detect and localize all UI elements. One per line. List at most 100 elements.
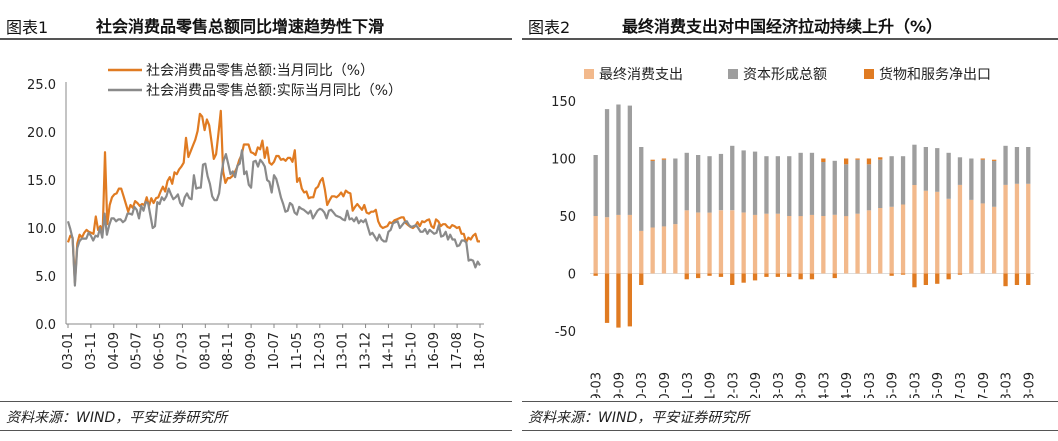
right-bar-segment-3 <box>764 273 769 277</box>
right-bar-segment-3 <box>730 273 735 285</box>
right-x-tick-label: 10-03 <box>635 372 650 398</box>
right-bar-segment-1 <box>775 213 780 274</box>
right-bar-segment-1 <box>627 214 632 274</box>
right-bar-segment-2 <box>775 156 780 214</box>
right-bar-segment-1 <box>707 212 712 274</box>
right-x-tick-label: 11-03 <box>681 372 696 398</box>
right-bar-segment-2 <box>821 162 826 216</box>
right-bar-segment-1 <box>946 198 951 274</box>
right-bar-segment-2 <box>889 156 894 207</box>
right-bar-segment-2 <box>627 105 632 215</box>
right-figure-title: 最终消费支出对中国经济拉动持续上升（%） <box>622 17 943 36</box>
right-bar-segment-2 <box>1003 145 1008 185</box>
right-bar-segment-1 <box>730 210 735 274</box>
right-bar-segment-2 <box>752 151 758 215</box>
right-bar-segment-2 <box>787 156 792 216</box>
right-bar-segment-3 <box>844 158 849 165</box>
right-figure-label: 图表2 <box>528 18 571 37</box>
left-x-tick-label: 13-12 <box>359 332 374 370</box>
left-x-tick-label: 08-11 <box>221 332 236 370</box>
right-bar-segment-1 <box>650 227 655 274</box>
right-bar-segment-2 <box>661 159 667 227</box>
left-y-tick-label: 10.0 <box>27 222 56 237</box>
right-x-tick-label: 10-09 <box>658 372 673 398</box>
right-bar-segment-1 <box>844 216 849 274</box>
right-x-tick-label: 09-03 <box>590 372 605 398</box>
right-legend-swatch-3 <box>864 69 874 79</box>
right-y-tick-label: 0 <box>568 268 576 283</box>
right-bar-segment-3 <box>923 273 928 285</box>
right-bar-segment-3 <box>855 158 860 160</box>
right-bar-segment-1 <box>809 214 815 274</box>
right-bar-segment-2 <box>923 147 928 191</box>
right-bar-segment-3 <box>650 159 655 161</box>
right-bar-segment-2 <box>798 152 803 217</box>
left-x-tick-label: 18-07 <box>473 332 488 370</box>
right-bar-segment-3 <box>832 273 837 279</box>
right-y-tick-label: -50 <box>555 325 576 340</box>
right-bar-segment-2 <box>696 155 701 213</box>
right-x-tick-label: 09-09 <box>612 372 627 398</box>
right-y-tick-label: 100 <box>551 153 576 168</box>
right-bar-segment-3 <box>787 273 792 277</box>
right-bar-segment-1 <box>935 191 940 274</box>
right-bar-segment-3 <box>878 157 883 160</box>
right-bar-segment-2 <box>616 104 621 215</box>
right-bar-segment-2 <box>946 152 951 199</box>
right-bar-segment-3 <box>912 273 917 288</box>
right-bar-segment-2 <box>878 159 883 208</box>
right-x-tick-label: 17-09 <box>977 372 992 398</box>
right-legend-label-1: 最终消费支出 <box>599 67 683 83</box>
right-x-tick-label: 15-09 <box>886 372 901 398</box>
left-figure-title: 社会消费品零售总额同比增速趋势性下滑 <box>96 17 385 36</box>
right-bar-segment-1 <box>821 216 826 274</box>
right-bar-segment-1 <box>787 216 792 274</box>
left-legend-label-2: 社会消费品零售总额:实际当月同比（%） <box>146 83 402 99</box>
right-bar-segment-1 <box>661 226 667 274</box>
right-x-tick-label: 14-09 <box>840 372 855 398</box>
right-source-text: 资料来源：WIND，平安证券研究所 <box>528 410 750 426</box>
right-bar-segment-3 <box>900 273 906 275</box>
right-bar-segment-1 <box>684 210 689 274</box>
left-x-tick-label: 12-03 <box>313 332 328 370</box>
right-bar-segment-1 <box>764 213 769 274</box>
right-title-bar: 图表2 最终消费支出对中国经济拉动持续上升（%） <box>522 8 1058 40</box>
left-x-tick-label: 06-05 <box>153 332 168 370</box>
right-x-tick-label: 18-09 <box>1022 372 1037 398</box>
right-source-bar: 资料来源：WIND，平安证券研究所 <box>522 401 1058 431</box>
right-legend-label-2: 资本形成总额 <box>743 67 827 83</box>
right-bar-segment-2 <box>639 147 644 231</box>
panel-right: 图表2 最终消费支出对中国经济拉动持续上升（%） -50 0 50 100 150 09… <box>522 0 1058 441</box>
right-bar-segment-3 <box>741 273 746 283</box>
right-bar-segment-3 <box>935 273 940 284</box>
right-bar-segment-2 <box>593 155 598 216</box>
left-x-tick-label: 05-07 <box>130 332 145 370</box>
right-bar-segment-2 <box>809 152 815 215</box>
left-y-tick-label: 15.0 <box>27 174 56 189</box>
right-bar-segment-3 <box>980 158 985 160</box>
left-x-tick-label: 09-09 <box>244 332 259 370</box>
right-x-tick-label: 14-03 <box>817 372 832 398</box>
left-title-bar: 图表1 社会消费品零售总额同比增速趋势性下滑 <box>0 8 512 40</box>
left-line-chart: 0.0 5.0 10.0 15.0 20.0 25.0 03-01 03-11 04-09 05… <box>27 63 488 370</box>
right-bar-segment-3 <box>718 273 724 277</box>
right-bar-segment-1 <box>923 190 928 274</box>
left-series-line-1 <box>66 109 480 284</box>
right-bar-segment-1 <box>1003 184 1008 274</box>
left-figure-label: 图表1 <box>6 18 49 37</box>
right-bar-segment-1 <box>639 230 644 274</box>
right-bar-segment-3 <box>604 273 610 323</box>
right-x-tick-label: 13-03 <box>772 372 787 398</box>
left-x-tick-label: 08-01 <box>198 332 213 370</box>
right-bar-segment-3 <box>752 273 758 281</box>
right-bar-segment-2 <box>844 164 849 217</box>
right-x-tick-label: 12-09 <box>749 372 764 398</box>
right-x-tick-label: 11-09 <box>704 372 719 398</box>
right-x-tick-label: 16-09 <box>931 372 946 398</box>
right-legend-label-3: 货物和服务净出口 <box>879 66 991 83</box>
left-series-line-2 <box>66 149 481 287</box>
right-bar-segment-1 <box>1026 183 1031 274</box>
right-bar-segment-1 <box>741 212 746 274</box>
right-bar-segment-1 <box>604 217 610 274</box>
left-x-tick-label: 03-01 <box>61 332 76 370</box>
